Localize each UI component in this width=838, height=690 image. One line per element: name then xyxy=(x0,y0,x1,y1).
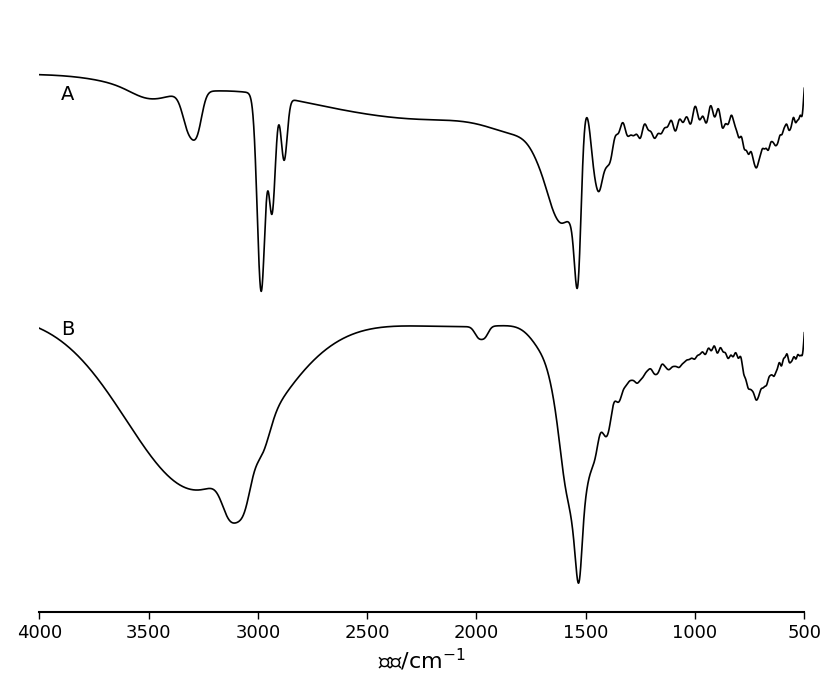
Text: A: A xyxy=(61,86,75,104)
Text: B: B xyxy=(61,320,75,339)
X-axis label: 波数/cm$^{-1}$: 波数/cm$^{-1}$ xyxy=(378,647,466,673)
